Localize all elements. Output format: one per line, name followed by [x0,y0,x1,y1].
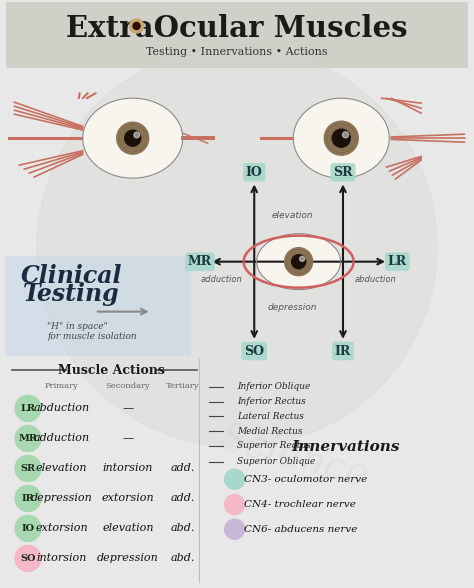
Ellipse shape [293,98,389,178]
Text: SR: SR [20,464,36,473]
Text: add.: add. [170,493,195,503]
Text: depression: depression [31,493,92,503]
Text: extorsion: extorsion [101,493,155,503]
Circle shape [225,495,245,514]
Text: Clinical: Clinical [20,265,122,288]
Text: Testing: Testing [23,282,119,306]
Ellipse shape [83,98,182,178]
Text: SR: SR [333,166,353,179]
Text: CN6- abducens nerve: CN6- abducens nerve [244,524,357,534]
Text: CN3- oculomotor nerve: CN3- oculomotor nerve [244,475,367,484]
Text: IR: IR [335,345,351,358]
Circle shape [15,516,41,542]
Text: Inferior Oblique: Inferior Oblique [237,382,310,392]
Ellipse shape [256,233,341,290]
Circle shape [125,130,141,146]
Circle shape [133,22,140,29]
Circle shape [15,396,41,422]
Circle shape [225,519,245,539]
Circle shape [343,132,348,138]
Text: SO: SO [244,345,264,358]
Text: elevation: elevation [102,523,154,533]
Text: CN4- trochlear nerve: CN4- trochlear nerve [244,500,356,509]
Text: Superior Rectus: Superior Rectus [237,441,311,450]
Text: adduction: adduction [201,275,243,284]
Text: —: — [122,403,134,413]
Text: Inferior Rectus: Inferior Rectus [237,397,306,406]
Text: adduction: adduction [34,433,90,443]
Text: SO: SO [20,554,36,563]
Circle shape [15,486,41,512]
Text: IO: IO [246,166,263,179]
Text: extorsion: extorsion [35,523,88,533]
Text: Muscle Actions: Muscle Actions [58,364,165,377]
FancyBboxPatch shape [6,2,468,68]
Circle shape [284,248,313,276]
Circle shape [332,129,350,147]
Text: intorsion: intorsion [36,553,87,563]
Text: Medial Rectus: Medial Rectus [237,426,302,436]
Circle shape [300,256,305,262]
Text: Testing • Innervations • Actions: Testing • Innervations • Actions [146,47,328,57]
Circle shape [15,546,41,572]
Text: depression: depression [97,553,159,563]
Circle shape [134,132,140,138]
Text: Lateral Rectus: Lateral Rectus [237,412,304,421]
Text: Primary: Primary [45,382,79,390]
Text: abduction: abduction [34,403,90,413]
Text: —: — [122,433,134,443]
Circle shape [37,47,437,447]
Text: ExtraOcular Muscles: ExtraOcular Muscles [66,14,408,42]
Text: add.: add. [170,463,195,473]
Text: abduction: abduction [355,275,397,284]
Text: LR: LR [388,255,407,268]
Text: Secondary: Secondary [106,382,150,390]
Circle shape [15,426,41,452]
Text: "H" in space": "H" in space" [47,322,108,331]
Text: IR: IR [22,494,35,503]
Text: for muscle isolation: for muscle isolation [47,332,137,341]
Circle shape [129,19,144,33]
Text: IO: IO [21,524,35,533]
Circle shape [292,255,306,269]
Text: elevation: elevation [36,463,87,473]
Circle shape [225,469,245,489]
Text: abd.: abd. [170,523,195,533]
Circle shape [324,121,358,155]
FancyBboxPatch shape [5,256,191,356]
Text: Tertiary: Tertiary [166,382,199,390]
Text: depression: depression [268,303,317,312]
Text: Innervations: Innervations [292,440,400,454]
Text: MR: MR [188,255,212,268]
Text: MR: MR [18,434,37,443]
Circle shape [117,122,149,154]
Text: abd.: abd. [170,553,195,563]
Text: intorsion: intorsion [103,463,153,473]
Text: Superior Oblique: Superior Oblique [237,457,315,466]
Text: elevation: elevation [272,211,313,220]
Circle shape [15,456,41,482]
Text: Science: Science [215,421,373,496]
Text: LR: LR [20,404,36,413]
